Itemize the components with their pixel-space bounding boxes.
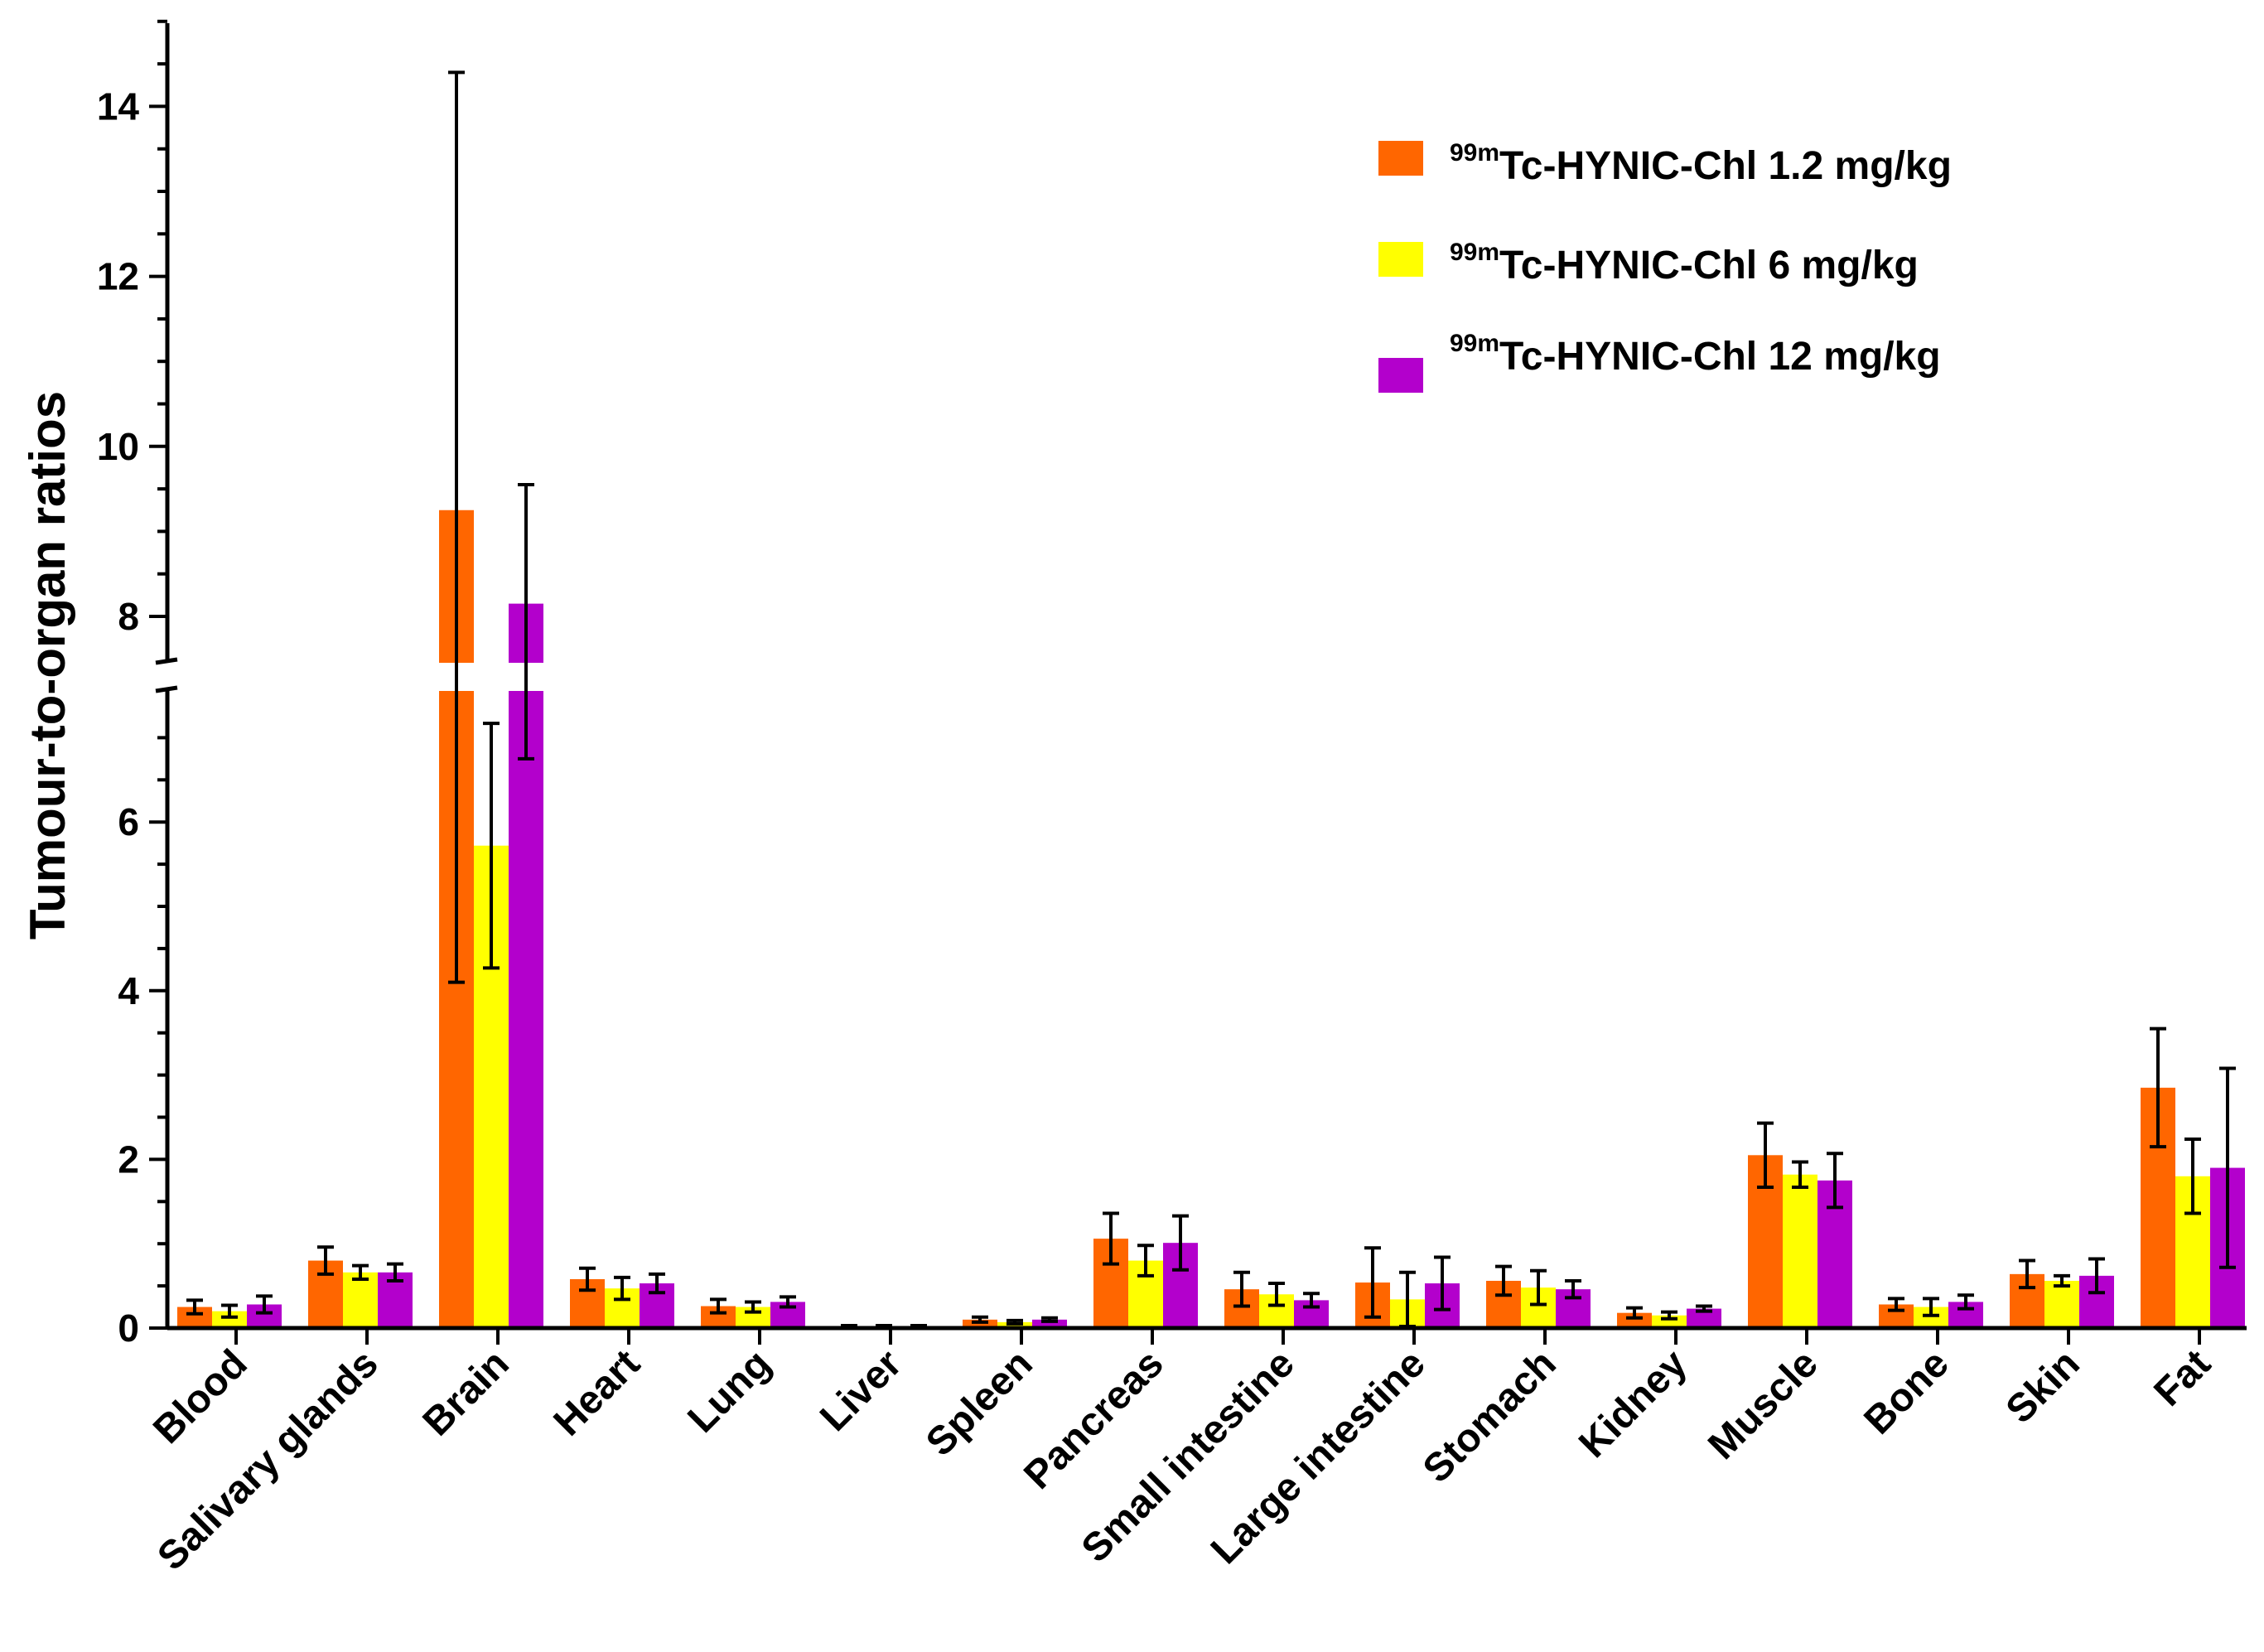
x-category-label: Liver bbox=[812, 1341, 910, 1440]
error-bars-layer bbox=[186, 70, 2236, 1329]
bar-1-11 bbox=[1652, 1315, 1687, 1328]
bar-1-0 bbox=[212, 1311, 247, 1328]
bar-2-11 bbox=[1687, 1308, 1721, 1328]
x-category-label: Lung bbox=[679, 1341, 779, 1441]
y-tick-label: 14 bbox=[97, 85, 140, 128]
y-axis-title: Tumour-to-organ ratios bbox=[20, 391, 75, 940]
legend-label-2-sup: 99m bbox=[1450, 239, 1499, 266]
y-tick-label: 0 bbox=[118, 1307, 139, 1350]
x-category-label: Muscle bbox=[1700, 1341, 1827, 1468]
legend-label-2-text: Tc-HYNIC-Chl 6 mg/kg bbox=[1499, 244, 1919, 287]
y-tick-label: 10 bbox=[97, 425, 139, 468]
x-category-label: Salivary glands bbox=[149, 1341, 386, 1578]
y-tick-label: 6 bbox=[118, 800, 139, 843]
x-category-label: Blood bbox=[145, 1341, 256, 1452]
legend-swatch-3 bbox=[1378, 358, 1423, 393]
legend-swatch-2 bbox=[1378, 242, 1423, 277]
bar-0-6 bbox=[963, 1319, 997, 1328]
bar-2-6 bbox=[1032, 1319, 1067, 1328]
axis-break-mark-top bbox=[155, 657, 178, 665]
y-tick-label: 2 bbox=[118, 1138, 139, 1181]
x-category-label: Stomach bbox=[1415, 1341, 1565, 1491]
x-category-label: Brain bbox=[415, 1341, 518, 1444]
x-category-label: Spleen bbox=[918, 1341, 1041, 1465]
x-category-label: Bone bbox=[1856, 1341, 1957, 1442]
bars-layer bbox=[149, 510, 2253, 1328]
legend-label-1: 99mTc-HYNIC-Chl 1.2 mg/kg bbox=[1450, 139, 1952, 188]
legend-label-1-sup: 99m bbox=[1450, 139, 1499, 167]
x-category-label: Fat bbox=[2146, 1341, 2218, 1414]
legend-label-3: 99mTc-HYNIC-Chl 12 mg/kg bbox=[1450, 330, 1941, 379]
y-tick-label: 8 bbox=[118, 595, 139, 638]
x-category-label: Kidney bbox=[1571, 1341, 1696, 1466]
y-tick-label: 12 bbox=[97, 255, 139, 298]
legend-label-3-sup: 99m bbox=[1450, 330, 1499, 357]
legend: 99mTc-HYNIC-Chl 1.2 mg/kg 99mTc-HYNIC-Ch… bbox=[1378, 139, 1952, 393]
x-category-label: Heart bbox=[546, 1341, 649, 1444]
legend-label-1-text: Tc-HYNIC-Chl 1.2 mg/kg bbox=[1499, 144, 1952, 188]
axis-break-mark-bottom bbox=[155, 685, 178, 693]
y-tick-label: 4 bbox=[118, 969, 139, 1012]
legend-label-2: 99mTc-HYNIC-Chl 6 mg/kg bbox=[1450, 239, 1919, 287]
bar-0-11 bbox=[1617, 1312, 1652, 1328]
legend-swatch-1 bbox=[1378, 141, 1423, 176]
y-axis: 0 2 4 6 8 10 12 14 bbox=[97, 19, 2247, 1350]
bar-1-14 bbox=[2044, 1280, 2079, 1328]
bar-1-1 bbox=[343, 1272, 378, 1328]
axis-break-gap bbox=[149, 663, 2253, 691]
legend-label-3-text: Tc-HYNIC-Chl 12 mg/kg bbox=[1499, 335, 1941, 379]
x-category-label: Skin bbox=[1998, 1341, 2088, 1432]
bar-1-12 bbox=[1783, 1174, 1817, 1328]
